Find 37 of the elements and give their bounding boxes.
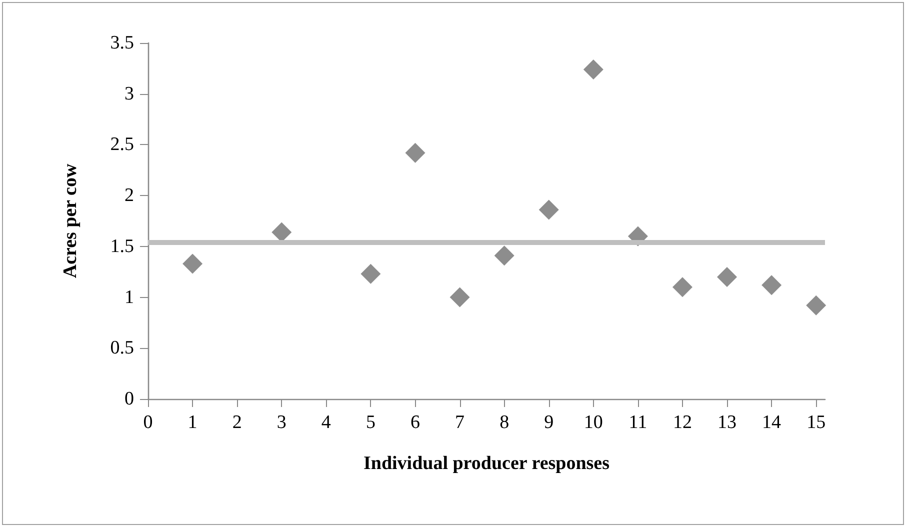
point [583, 59, 604, 80]
y-tick-label: 2.5 [110, 134, 134, 156]
x-tick-label: 7 [455, 412, 465, 433]
x-tick-label: 15 [806, 412, 826, 433]
point [538, 200, 559, 220]
point [762, 275, 782, 296]
point [450, 287, 470, 308]
point [360, 264, 381, 284]
x-tick-label: 11 [628, 412, 648, 433]
y-tick-label: 3.5 [110, 32, 134, 54]
x-tick-label: 9 [544, 412, 554, 433]
y-tick-label: 1 [124, 286, 134, 308]
x-tick-label: 14 [762, 412, 782, 433]
x-tick-label: 1 [188, 412, 198, 433]
point [405, 142, 426, 163]
point [717, 266, 738, 287]
x-tick-label: 10 [584, 412, 603, 433]
y-axis-title: Acres per cow [60, 164, 81, 278]
x-tick-label: 0 [143, 412, 153, 433]
x-tick-label: 2 [232, 412, 242, 433]
y-tick-label: 0 [124, 388, 134, 410]
x-tick-label: 13 [718, 412, 737, 433]
point [806, 295, 826, 316]
y-tick-label: 3 [124, 83, 134, 104]
y-tick-label: 0.5 [110, 338, 134, 359]
point [182, 254, 203, 274]
x-axis-title: Individual producer responses [363, 453, 610, 474]
point [672, 277, 692, 298]
y-tick-label: 1.5 [110, 236, 134, 257]
point [494, 246, 514, 266]
x-tick-label: 6 [410, 412, 420, 433]
x-tick-label: 8 [500, 412, 510, 433]
x-tick-label: 3 [276, 412, 286, 433]
x-tick-label: 12 [672, 412, 692, 433]
x-tick-label: 4 [321, 412, 332, 433]
y-tick-label: 2 [124, 185, 134, 206]
x-tick-label: 5 [366, 412, 376, 433]
